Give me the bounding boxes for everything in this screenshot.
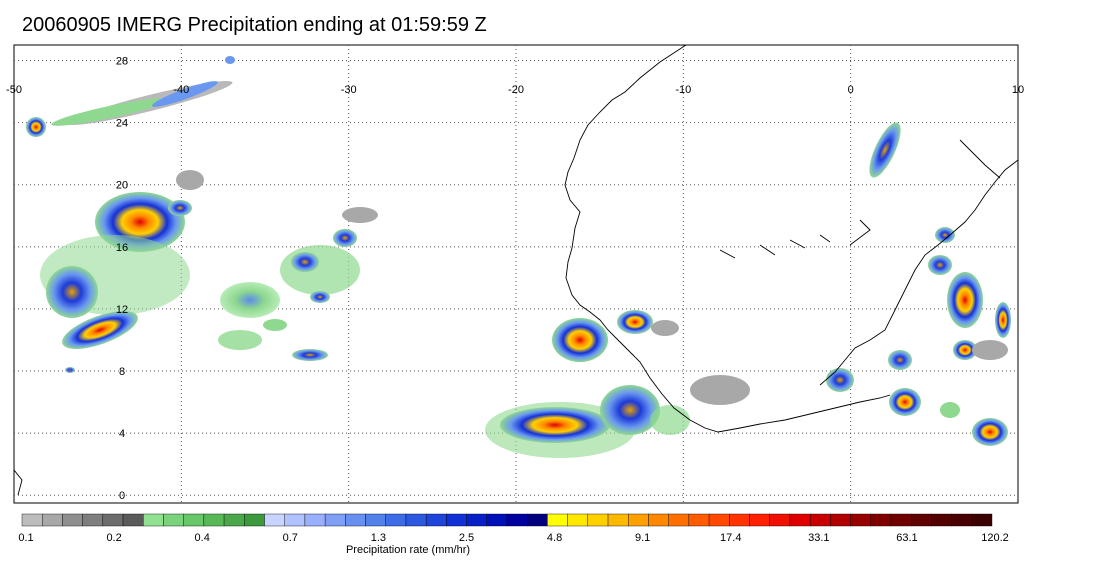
lat-tick-label: 24 bbox=[116, 118, 128, 130]
lat-tick-label: 0 bbox=[119, 490, 125, 502]
lon-tick-label: -50 bbox=[6, 84, 22, 96]
colorbar-tick-label: 0.4 bbox=[195, 532, 210, 544]
lon-tick-label: -40 bbox=[173, 84, 189, 96]
map-title: 20060905 IMERG Precipitation ending at 0… bbox=[22, 14, 487, 36]
lat-tick-label: 4 bbox=[119, 428, 125, 440]
precip-cluster-central bbox=[218, 207, 378, 361]
coastline bbox=[14, 45, 1018, 496]
lon-tick-label: 10 bbox=[1012, 84, 1024, 96]
graticule bbox=[14, 45, 1018, 503]
colorbar-tick-label: 2.5 bbox=[459, 532, 474, 544]
colorbar-tick-label: 1.3 bbox=[371, 532, 386, 544]
lat-tick-label: 20 bbox=[116, 180, 128, 192]
latitude-labels: 28 24 20 16 12 8 4 0 bbox=[116, 56, 128, 503]
colorbar-tick-label: 17.4 bbox=[720, 532, 741, 544]
lon-tick-label: -10 bbox=[675, 84, 691, 96]
colorbar-tick-label: 0.1 bbox=[18, 532, 33, 544]
lat-tick-label: 12 bbox=[116, 304, 128, 316]
longitude-labels: -50 -40 -30 -20 -10 0 10 bbox=[6, 84, 1024, 96]
colorbar-tick-label: 4.8 bbox=[547, 532, 562, 544]
colorbar-tick-label: 63.1 bbox=[896, 532, 917, 544]
precipitation-map: -50 -40 -30 -20 -10 0 10 28 24 20 16 12 8 4 0 bbox=[6, 44, 1024, 504]
colorbar-tick-label: 0.7 bbox=[283, 532, 298, 544]
colorbar-tick-labels: 0.1 0.2 0.4 0.7 1.3 2.5 4.8 9.1 17.4 33.1 63.1 120.… bbox=[18, 532, 1008, 544]
colorbar-tick-label: 120.2 bbox=[981, 532, 1009, 544]
lon-tick-label: -30 bbox=[341, 84, 357, 96]
precip-cluster-guinea bbox=[485, 310, 750, 458]
colorbar-label: Precipitation rate (mm/hr) bbox=[346, 544, 470, 556]
lat-tick-label: 16 bbox=[116, 242, 128, 254]
colorbar-tick-label: 33.1 bbox=[808, 532, 829, 544]
lon-tick-label: 0 bbox=[848, 84, 854, 96]
lat-tick-label: 28 bbox=[116, 56, 128, 68]
precip-cluster-nw-band bbox=[26, 56, 235, 137]
precip-cluster-west bbox=[40, 170, 204, 373]
precipitation-field bbox=[26, 56, 1011, 458]
colorbar-tick-label: 0.2 bbox=[106, 532, 121, 544]
lon-tick-label: -20 bbox=[508, 84, 524, 96]
colorbar-tick-label: 9.1 bbox=[635, 532, 650, 544]
precip-cluster-east bbox=[826, 122, 1011, 446]
lat-tick-label: 8 bbox=[119, 366, 125, 378]
